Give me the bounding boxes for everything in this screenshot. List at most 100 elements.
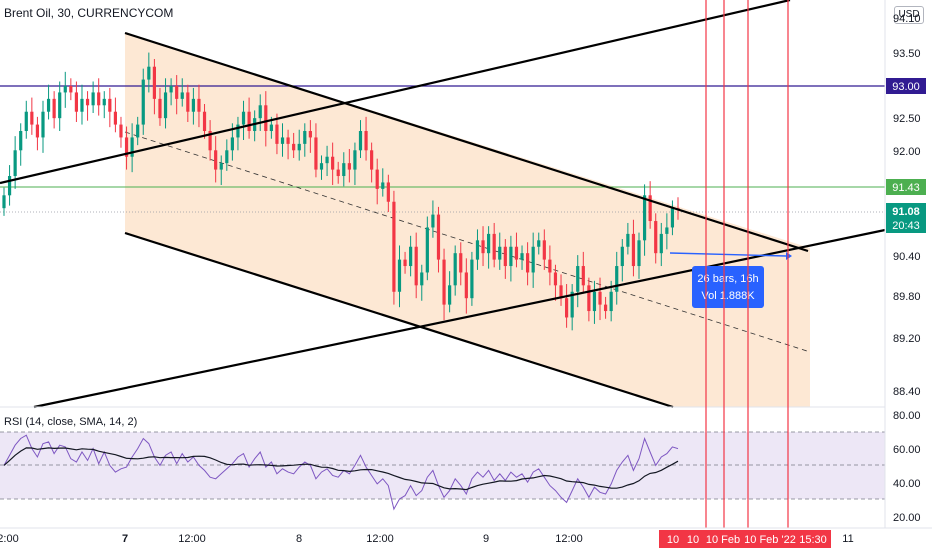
candle-body [581,266,585,286]
measure-box[interactable] [692,266,764,308]
time-tick-label: 12:00 [555,533,583,545]
candle-body [564,298,569,318]
rsi-tick-label: 40.00 [893,478,921,490]
time-tick-label: 12:00 [366,533,394,545]
candle-body [247,111,251,132]
candle-body [24,111,28,132]
candle-body [537,240,541,247]
candle-body [631,233,636,267]
candle-body [124,137,129,157]
price-tick-label: 90.40 [893,251,921,263]
price-tick-label: 89.20 [893,333,921,345]
candle-body [375,169,379,189]
price-tick-label: 93.50 [893,48,921,60]
candle-body [2,195,6,209]
price-tick-label: 88.40 [893,386,921,398]
candle-body [130,137,134,157]
candle-body [214,150,218,170]
candle-body [436,214,441,260]
candle-body [654,221,658,254]
lower-channel-line[interactable] [124,231,674,409]
candle-body [347,163,351,170]
candle-body [241,111,246,125]
rising-trend-line-bottom[interactable] [33,228,886,409]
candle-body [509,246,513,267]
candle-body [425,227,429,273]
last-price-badge [886,203,926,233]
candle-body [58,92,62,119]
candle-body [336,169,340,177]
candle-body [548,259,552,273]
candle-body [297,143,301,151]
candle-body [208,131,212,151]
candle-body [553,272,558,286]
candle-body [30,111,34,125]
candle-body [219,163,223,170]
countdown-label: 20:43 [892,220,920,232]
time-tick-label: 9 [483,533,489,545]
candle-body [308,131,312,138]
candle-body [503,246,507,267]
candle-body [19,131,23,151]
last-price-label: 91.08 [892,206,920,218]
rising-trend-line-top[interactable] [0,0,791,185]
candle-body [626,233,630,247]
candle-body [108,98,112,112]
candle-body [392,201,396,292]
candle-body [592,291,597,312]
candle-body [46,98,51,112]
rsi-band [0,432,885,499]
candle-body [147,66,151,80]
measure-volume-label: Vol 1.888K [701,290,755,302]
candle-body [225,150,229,164]
candle-body [358,131,363,151]
candle-body [609,291,613,312]
candle-body [570,291,574,318]
rsi-axis[interactable]: 80.00 60.00 40.00 20.00 [893,410,921,524]
candle-body [69,86,73,93]
candle-body [587,285,591,312]
candle-body [292,143,296,151]
candle-body [7,176,12,196]
time-highlight-badge [659,530,831,548]
candle-body [119,124,123,138]
time-axis[interactable]: 2:00 7 12:00 8 12:00 9 12:00 11 [0,533,854,545]
time-highlight-label: 10 [667,534,679,546]
candle-body [542,240,546,260]
candle-body [431,214,435,228]
candle-body [80,98,84,112]
level-badge-93 [886,78,926,94]
time-highlight-label: 10 Feb [706,534,740,546]
currency-badge[interactable]: USD [894,6,924,24]
candle-body [615,266,619,292]
candle-body [364,131,368,151]
candle-body [665,227,669,234]
candle-body [475,240,480,260]
candle-body [514,246,519,260]
time-highlight-label: 10 Feb '22 [744,534,796,546]
candle-body [230,137,234,151]
candle-body [163,92,168,119]
candle-body [319,163,324,170]
candle-body [520,253,524,260]
candle-body [603,304,608,312]
candle-body [670,208,675,228]
upper-channel-line[interactable] [124,31,809,253]
candle-body [464,272,468,299]
candle-body [381,182,385,189]
candle-body [175,86,179,99]
candle-body [386,182,390,202]
candle-body [531,246,535,273]
price-tick-label: 94.10 [893,13,921,25]
time-tick-label: 7 [122,533,128,545]
candles-group [2,52,680,331]
candle-body [353,150,357,170]
candle-body [559,285,563,299]
chart-title: Brent Oil, 30, CURRENCYCOM [4,6,174,20]
candle-body [280,137,285,144]
candle-body [370,150,374,170]
rsi-tick-label: 60.00 [893,444,921,456]
candle-body [41,111,45,138]
candle-body [191,98,195,112]
